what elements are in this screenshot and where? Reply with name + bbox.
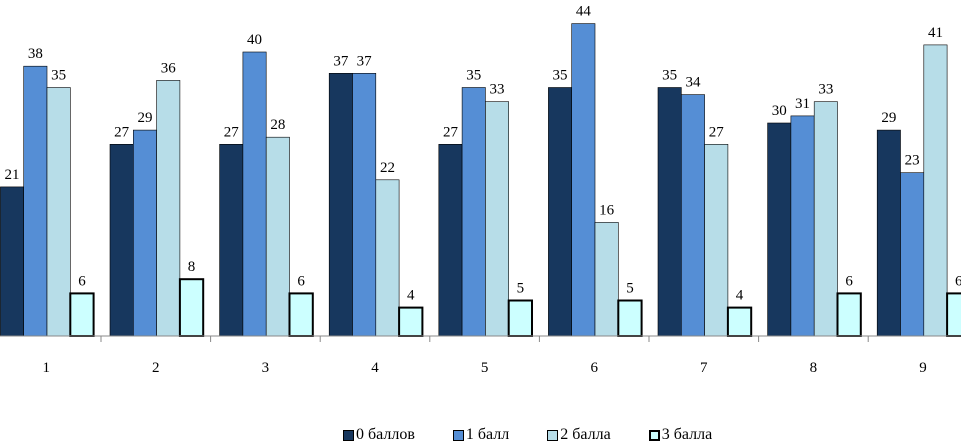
bar-2-3 [265, 136, 290, 337]
bar-2-7 [704, 144, 729, 337]
bar-1-4 [352, 73, 377, 337]
data-label-3-9: 6 [955, 273, 961, 289]
data-label-1-5: 35 [466, 68, 481, 84]
data-label-3-3: 6 [297, 273, 305, 289]
data-label-2-1: 35 [51, 68, 66, 84]
data-label-2-2: 36 [161, 60, 177, 76]
data-label-3-1: 6 [78, 273, 86, 289]
bar-2-5 [485, 101, 509, 337]
bar-1-7 [680, 94, 705, 337]
data-label-2-7: 27 [709, 124, 725, 140]
legend-item-1: 1 балл [452, 426, 510, 444]
data-label-3-8: 6 [845, 273, 853, 289]
data-label-0-4: 37 [333, 53, 349, 69]
data-label-1-7: 34 [685, 75, 701, 91]
bar-2-8 [813, 101, 838, 337]
legend-item-3: 3 балла [648, 426, 713, 444]
legend-swatch-2 [547, 429, 559, 441]
bar-1-5 [461, 87, 486, 337]
data-label-0-5: 27 [443, 124, 459, 140]
bar-2-2 [156, 80, 181, 337]
bar-2-1 [46, 87, 71, 337]
x-tick-label-3: 3 [262, 360, 270, 376]
data-label-1-2: 29 [137, 110, 152, 126]
x-tick-label-9: 9 [919, 360, 927, 376]
legend-swatch-3 [648, 429, 660, 441]
x-tick-label-2: 2 [152, 360, 160, 376]
bar-3-9 [946, 292, 961, 337]
bar-3-4 [398, 306, 424, 338]
data-label-0-9: 29 [881, 110, 896, 126]
data-label-2-8: 33 [818, 82, 833, 98]
x-tick-label-8: 8 [810, 360, 818, 376]
bar-2-9 [923, 44, 948, 337]
data-label-1-9: 23 [905, 153, 920, 169]
bar-1-6 [571, 23, 596, 337]
bar-2-6 [594, 222, 619, 337]
legend-label-0: 0 баллов [356, 426, 415, 443]
bar-3-7 [726, 306, 753, 338]
bar-1-2 [133, 129, 157, 337]
x-tick-label-6: 6 [590, 360, 598, 376]
bar-2-4 [375, 179, 400, 337]
legend-label-2: 2 балла [560, 426, 611, 443]
bar-3-2 [178, 278, 205, 338]
bar-3-5 [507, 299, 534, 337]
bar-3-8 [836, 292, 862, 337]
bar-3-6 [617, 299, 643, 337]
data-label-3-4: 4 [407, 288, 415, 304]
bar-0-8 [767, 122, 792, 337]
data-label-2-9: 41 [928, 25, 943, 41]
x-tick-label-1: 1 [42, 360, 50, 376]
data-label-1-3: 40 [247, 32, 262, 48]
bar-0-7 [657, 87, 682, 337]
legend-label-1: 1 балл [465, 426, 510, 443]
data-label-2-3: 28 [270, 117, 285, 133]
data-label-3-7: 4 [736, 288, 744, 304]
data-label-3-6: 5 [626, 281, 634, 297]
data-label-3-2: 8 [188, 259, 196, 275]
data-label-1-1: 38 [28, 46, 43, 62]
legend-swatch-0 [343, 429, 354, 441]
bar-0-6 [548, 87, 573, 337]
bar-0-3 [219, 144, 244, 337]
x-tick-label-7: 7 [700, 360, 708, 376]
bar-0-1 [0, 186, 24, 337]
bar-0-2 [109, 144, 134, 337]
legend-swatch-1 [452, 429, 464, 441]
data-label-1-8: 31 [795, 96, 810, 112]
x-tick-label-5: 5 [481, 360, 489, 376]
bar-1-3 [242, 51, 267, 337]
data-label-0-2: 27 [114, 124, 130, 140]
data-label-1-4: 37 [357, 53, 373, 69]
data-label-1-6: 44 [576, 4, 592, 20]
data-label-0-6: 35 [553, 68, 568, 84]
data-label-0-7: 35 [662, 68, 677, 84]
bar-3-3 [288, 292, 314, 337]
legend-item-2: 2 балла [547, 426, 611, 444]
bar-0-9 [876, 129, 901, 337]
bar-0-4 [328, 73, 353, 337]
bar-3-1 [69, 292, 95, 337]
bar-1-1 [23, 65, 48, 337]
data-label-2-4: 22 [380, 160, 395, 176]
data-label-2-5: 33 [490, 82, 505, 98]
bar-0-5 [438, 144, 463, 337]
data-label-3-5: 5 [517, 281, 525, 297]
data-label-0-3: 27 [224, 124, 240, 140]
legend-label-3: 3 балла [661, 426, 713, 443]
data-label-2-6: 16 [599, 202, 615, 218]
bar-1-9 [900, 172, 925, 337]
legend-item-0: 0 баллов [343, 426, 415, 444]
legend: 0 баллов 1 балл 2 балла 3 балла [343, 426, 750, 444]
x-tick-label-4: 4 [371, 360, 379, 376]
data-label-0-1: 21 [5, 167, 20, 183]
data-label-0-8: 30 [772, 103, 787, 119]
bar-1-8 [790, 115, 815, 337]
